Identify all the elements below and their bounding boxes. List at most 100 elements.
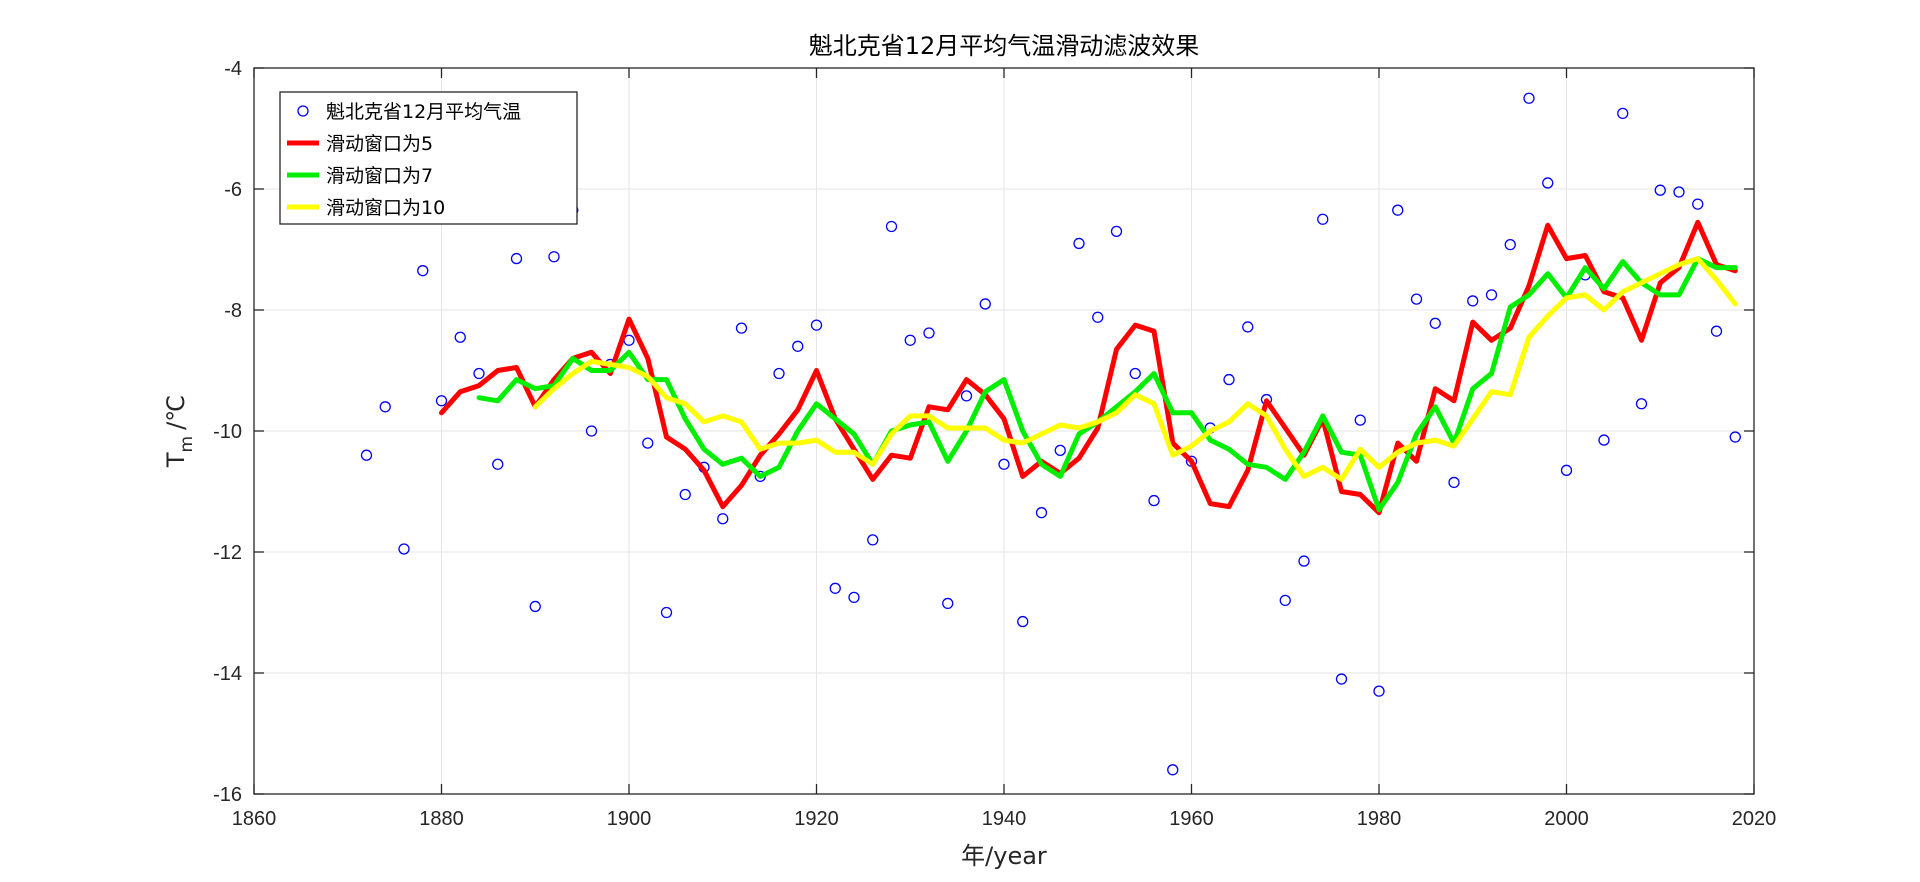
axis-ticks: 1860 1880 1900 1920 1940 1960 1980 2000 2020 -16 -… <box>213 58 1776 830</box>
scatter-point <box>660 606 673 619</box>
scatter-point <box>1110 225 1123 238</box>
scatter-point <box>1373 685 1385 697</box>
scatter-point <box>435 395 448 407</box>
scatter-point <box>1504 239 1516 251</box>
scatter-point <box>942 597 954 610</box>
scatter-point <box>1710 325 1723 337</box>
scatter-point <box>1242 321 1254 333</box>
scatter-point <box>379 401 391 413</box>
y-axis-title-subscript: m <box>177 436 197 453</box>
x-tick-label: 1940 <box>982 808 1027 830</box>
scatter-point <box>1692 198 1704 210</box>
scatter-point <box>1129 367 1141 380</box>
scatter-point <box>1485 289 1498 301</box>
svg-text:Tm/℃: Tm /℃ <box>162 395 197 468</box>
x-tick-label: 1980 <box>1357 808 1402 830</box>
series-lines <box>439 219 1738 516</box>
x-tick-label: 1900 <box>607 808 652 830</box>
scatter-point <box>417 265 429 277</box>
scatter-point <box>1054 444 1066 457</box>
series-line-window-10 <box>532 256 1738 482</box>
y-tick-label: -4 <box>224 58 242 80</box>
scatter-point <box>1410 293 1423 305</box>
scatter-point <box>867 534 879 546</box>
scatter-point <box>773 367 785 380</box>
scatter-point <box>548 251 560 263</box>
y-tick-label: -14 <box>213 663 242 685</box>
scatter-point <box>1560 464 1573 476</box>
scatter-point <box>1542 177 1554 189</box>
scatter-point <box>510 252 523 265</box>
scatter-point <box>792 340 804 352</box>
legend-marker-scatter <box>297 105 309 117</box>
legend: 魁北克省12月平均气温 滑动窗口为5 滑动窗口为7 滑动窗口为10 <box>279 91 578 225</box>
y-tick-label: -6 <box>224 179 242 201</box>
chart-title: 魁北克省12月平均气温滑动滤波效果 <box>809 32 1200 60</box>
y-tick-label: -8 <box>224 300 242 322</box>
series-line-window-5 <box>439 219 1738 516</box>
y-tick-label: -10 <box>213 421 242 443</box>
legend-label-window-5: 滑动窗口为5 <box>326 133 433 155</box>
scatter-point <box>492 458 504 470</box>
scatter-point <box>848 591 860 604</box>
scatter-point <box>1148 494 1160 507</box>
x-axis-title: 年/year <box>961 842 1047 870</box>
scatter-point <box>454 331 466 343</box>
scatter-point <box>585 425 598 437</box>
scatter-point <box>1654 184 1666 196</box>
scatter-point <box>1279 594 1291 607</box>
series-line-window-7 <box>476 256 1738 513</box>
scatter-point <box>829 582 841 594</box>
scatter-point <box>1035 507 1048 519</box>
scatter-point <box>960 390 973 402</box>
x-tick-label: 1880 <box>419 808 464 830</box>
scatter-point <box>1223 373 1235 386</box>
scatter-point <box>1354 414 1366 426</box>
scatter-point <box>642 437 654 449</box>
scatter-point <box>1523 92 1535 104</box>
scatter-point <box>1598 434 1610 446</box>
y-tick-label: -16 <box>213 784 242 806</box>
scatter-point <box>529 600 541 613</box>
scatter-point <box>1298 555 1310 567</box>
scatter-point <box>1635 398 1648 410</box>
scatter-point <box>1729 431 1741 443</box>
scatter-point <box>1448 476 1460 489</box>
scatter-point <box>1617 107 1629 120</box>
scatter-point <box>1673 186 1685 198</box>
scatter-point <box>979 298 991 310</box>
scatter-point <box>1167 764 1179 776</box>
scatter-point <box>398 543 410 555</box>
x-tick-label: 1860 <box>232 808 277 830</box>
scatter-point <box>1467 295 1479 307</box>
scatter-point <box>1317 213 1329 225</box>
scatter-point <box>1092 311 1104 323</box>
scatter-point <box>735 322 748 334</box>
scatter-point <box>1392 204 1404 216</box>
scatter-point <box>473 367 485 380</box>
legend-label-window-10: 滑动窗口为10 <box>326 197 445 219</box>
x-tick-label: 2000 <box>1544 808 1589 830</box>
scatter-point <box>679 488 691 501</box>
scatter-point <box>1429 317 1441 329</box>
legend-label-scatter: 魁北克省12月平均气温 <box>326 101 521 123</box>
scatter-point <box>998 458 1010 470</box>
scatter-point <box>885 220 898 233</box>
y-tick-label: -12 <box>213 542 242 564</box>
legend-label-window-7: 滑动窗口为7 <box>326 165 433 187</box>
scatter-point <box>717 513 729 525</box>
scatter-point <box>923 327 935 339</box>
scatter-point <box>1335 673 1348 685</box>
scatter-point <box>810 319 823 331</box>
x-tick-label: 1920 <box>794 808 839 830</box>
y-axis-title-unit: /℃ <box>162 395 190 430</box>
scatter-point <box>360 449 373 461</box>
x-tick-label: 1960 <box>1169 808 1214 830</box>
y-axis-title: Tm /℃ <box>162 395 197 468</box>
scatter-point <box>1073 237 1085 250</box>
scatter-point <box>1017 615 1029 628</box>
y-axis-title-main: T <box>162 452 190 468</box>
scatter-point <box>904 334 916 346</box>
legend-box <box>279 91 578 225</box>
